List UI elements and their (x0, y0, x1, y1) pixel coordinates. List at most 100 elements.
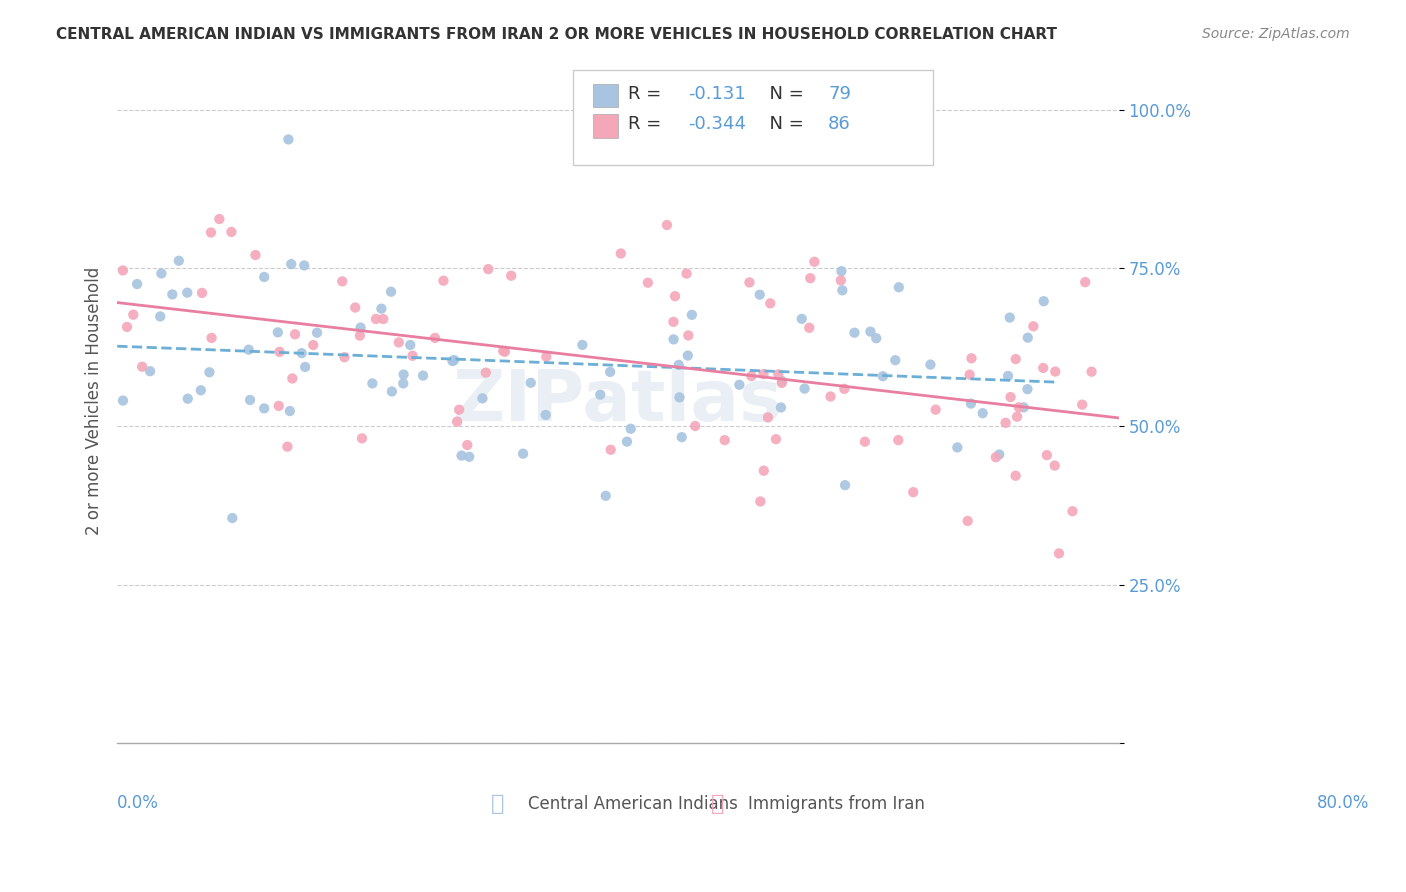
Point (333, 350, 356, 364)
Point (267, 326, 290, 340)
Point (994, 416, 1017, 430)
Point (610, 246, 633, 260)
Point (595, 489, 617, 503)
Point (637, 276, 659, 290)
Point (676, 349, 699, 363)
Point (834, 478, 856, 492)
Point (752, 367, 775, 381)
Point (302, 338, 325, 352)
Point (198, 365, 221, 379)
Point (887, 433, 910, 447)
Point (616, 434, 638, 449)
Point (281, 371, 304, 385)
Point (887, 280, 910, 294)
Point (853, 434, 876, 449)
Point (191, 285, 214, 300)
Text: 86: 86 (828, 115, 851, 134)
Point (330, 274, 353, 288)
Point (830, 273, 852, 287)
FancyBboxPatch shape (593, 84, 617, 107)
Point (200, 331, 222, 345)
Point (190, 384, 212, 398)
Point (399, 338, 422, 352)
Point (269, 344, 291, 359)
Point (245, 248, 267, 262)
Point (738, 276, 761, 290)
Point (131, 359, 153, 374)
Point (803, 255, 825, 269)
Point (793, 382, 815, 396)
Point (790, 311, 813, 326)
Point (1032, 294, 1054, 309)
Point (1004, 352, 1026, 367)
Point (1005, 409, 1028, 424)
Point (280, 257, 302, 271)
Point (392, 368, 415, 382)
Point (589, 387, 612, 401)
Text: ⬜: ⬜ (711, 794, 724, 814)
Text: ⬜: ⬜ (491, 794, 505, 814)
Point (924, 402, 946, 417)
Point (662, 315, 685, 329)
Point (253, 270, 276, 285)
Point (253, 401, 276, 416)
Point (671, 430, 693, 444)
Point (392, 376, 415, 391)
Point (1045, 365, 1067, 379)
Point (884, 353, 907, 368)
Point (960, 396, 983, 410)
Point (364, 312, 387, 326)
Point (956, 514, 979, 528)
Point (373, 312, 395, 326)
Point (291, 346, 314, 360)
Point (1004, 468, 1026, 483)
Point (1074, 275, 1097, 289)
Point (150, 267, 173, 281)
Text: 79: 79 (828, 85, 851, 103)
Point (834, 382, 856, 396)
Point (988, 448, 1011, 462)
Point (830, 264, 852, 278)
Point (380, 285, 402, 299)
Point (423, 331, 446, 345)
Point (713, 433, 735, 447)
Point (662, 332, 685, 346)
Point (177, 392, 200, 406)
Point (668, 358, 690, 372)
Point (655, 218, 678, 232)
Point (139, 364, 162, 378)
Point (664, 289, 686, 303)
Point (401, 349, 423, 363)
Point (519, 376, 541, 390)
Point (534, 408, 557, 422)
Point (294, 359, 316, 374)
Point (903, 485, 925, 500)
Point (571, 338, 593, 352)
Point (111, 393, 134, 408)
Point (1012, 401, 1035, 415)
Point (208, 212, 231, 227)
Point (449, 402, 471, 417)
Point (162, 287, 184, 301)
Text: R =: R = (628, 115, 666, 134)
Point (284, 327, 307, 342)
Text: ZIPatlas: ZIPatlas (453, 367, 783, 435)
Point (456, 438, 478, 452)
Point (1017, 382, 1039, 396)
Point (450, 449, 472, 463)
Point (1032, 360, 1054, 375)
Point (872, 369, 894, 384)
Point (149, 310, 172, 324)
Point (984, 450, 1007, 465)
Point (458, 450, 481, 464)
Point (305, 326, 328, 340)
Point (770, 374, 793, 388)
Text: N =: N = (758, 85, 810, 103)
Point (176, 285, 198, 300)
Point (446, 415, 468, 429)
Text: 80.0%: 80.0% (1316, 794, 1369, 812)
Point (799, 271, 821, 285)
Point (494, 344, 516, 359)
Point (740, 369, 762, 384)
Text: Central American Indians: Central American Indians (527, 796, 738, 814)
